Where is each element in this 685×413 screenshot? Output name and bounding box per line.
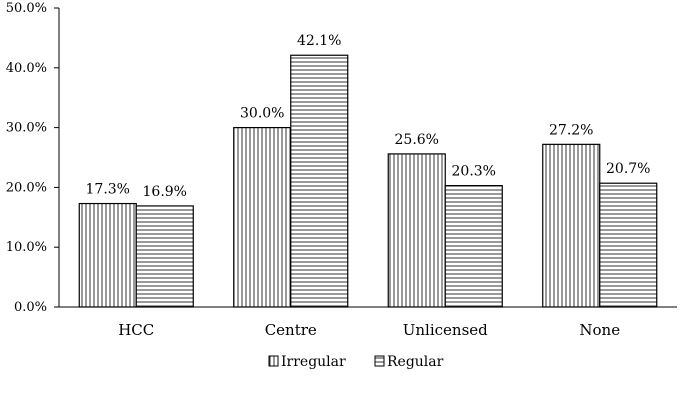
x-category-label: Unlicensed	[403, 321, 488, 339]
bars: 17.3% 16.9% 30.0% 42.1% 25.6% 20.3% 27.2% 20.7%	[78, 33, 658, 308]
bar-regular-unlicensed	[444, 185, 503, 308]
data-label: 16.9%	[143, 184, 187, 200]
x-category-label: Centre	[265, 321, 317, 339]
data-label: 20.7%	[606, 161, 650, 177]
bar-regular-none	[599, 182, 658, 308]
y-tick-label: 10.0%	[6, 240, 47, 255]
legend: Irregular Regular	[268, 354, 444, 370]
data-label: 27.2%	[549, 122, 593, 138]
legend-label-regular: Regular	[387, 354, 444, 370]
data-label: 20.3%	[452, 164, 496, 180]
bar-regular-centre	[290, 54, 349, 308]
bar-irregular-none	[542, 143, 601, 308]
y-tick-label: 50.0%	[6, 1, 47, 16]
y-axis: 0.0% 10.0% 20.0% 30.0% 40.0% 50.0%	[6, 1, 677, 315]
bar-regular-hcc	[135, 205, 194, 308]
data-label: 17.3%	[86, 182, 130, 198]
y-tick-label: 0.0%	[14, 300, 47, 315]
y-tick-label: 20.0%	[6, 180, 47, 195]
legend-label-irregular: Irregular	[281, 354, 346, 370]
bar-irregular-unlicensed	[387, 153, 446, 308]
x-category-label: HCC	[118, 321, 154, 339]
legend-swatch-irregular	[268, 355, 279, 367]
data-label: 25.6%	[395, 132, 439, 148]
data-label: 42.1%	[297, 33, 341, 49]
y-tick-label: 40.0%	[6, 61, 47, 76]
y-tick-label: 30.0%	[6, 121, 47, 136]
data-label: 30.0%	[240, 106, 284, 122]
x-axis-category-labels: HCC Centre Unlicensed None	[118, 321, 620, 339]
bar-irregular-hcc	[78, 202, 137, 308]
x-category-label: None	[579, 321, 620, 339]
bar-irregular-centre	[233, 126, 292, 308]
legend-swatch-regular	[374, 355, 385, 367]
